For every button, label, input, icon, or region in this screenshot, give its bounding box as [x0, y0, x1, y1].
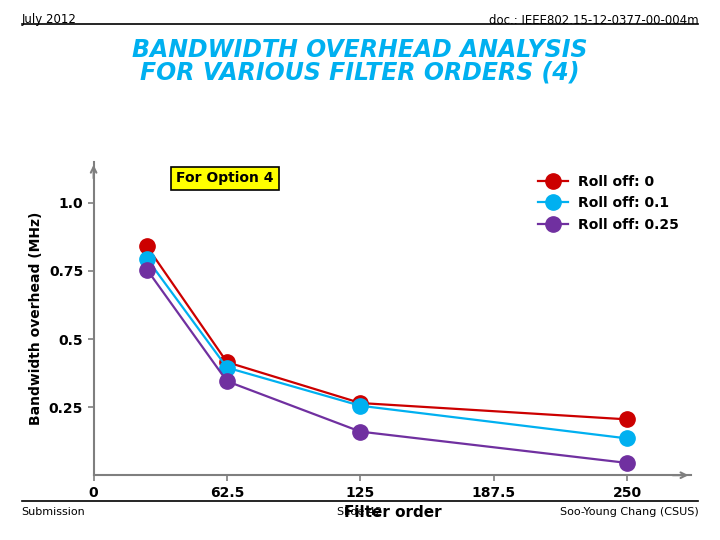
Text: FOR VARIOUS FILTER ORDERS (4): FOR VARIOUS FILTER ORDERS (4): [140, 60, 580, 84]
Text: Soo-Young Chang (CSUS): Soo-Young Chang (CSUS): [559, 507, 698, 517]
X-axis label: Filter order: Filter order: [343, 505, 441, 520]
Text: Submission: Submission: [22, 507, 86, 517]
Text: For Option 4: For Option 4: [176, 171, 274, 185]
Legend: Roll off: 0, Roll off: 0.1, Roll off: 0.25: Roll off: 0, Roll off: 0.1, Roll off: 0.…: [532, 169, 684, 238]
Y-axis label: Bandwidth overhead (MHz): Bandwidth overhead (MHz): [30, 212, 43, 426]
Text: July 2012: July 2012: [22, 14, 76, 26]
Text: Slide 42: Slide 42: [338, 507, 382, 517]
Text: doc.: IEEE802.15-12-0377-00-004m: doc.: IEEE802.15-12-0377-00-004m: [489, 14, 698, 26]
Text: BANDWIDTH OVERHEAD ANALYSIS: BANDWIDTH OVERHEAD ANALYSIS: [132, 38, 588, 62]
